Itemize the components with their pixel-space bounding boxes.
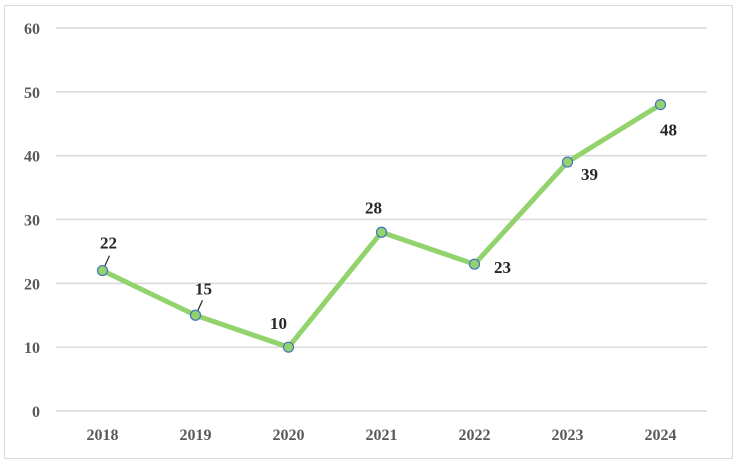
leader-line-2019: [196, 300, 204, 312]
x-tick-labels: 2018 2019 2020 2021 2022 2023 2024: [87, 427, 677, 444]
y-tick-label: 50: [24, 85, 40, 102]
series-polyline: [100, 102, 663, 350]
leader-line-2018: [103, 255, 111, 267]
chart-frame: [4, 5, 733, 459]
data-label-2023: 39: [581, 165, 598, 184]
data-point-2023: [561, 156, 574, 168]
y-tick-label: 20: [24, 276, 40, 293]
x-tick-label: 2021: [366, 427, 398, 444]
x-tick-label: 2023: [552, 427, 584, 444]
data-label-2020: 10: [270, 314, 287, 333]
data-label-2022: 23: [494, 258, 511, 277]
data-labels: 22 15 10 28 23 39 48: [100, 121, 677, 334]
y-tick-label: 60: [24, 21, 40, 38]
y-tick-label: 30: [24, 213, 40, 230]
series-line: [100, 102, 663, 350]
data-points: [96, 98, 667, 353]
y-tick-label: 10: [24, 340, 40, 357]
data-label-2019: 15: [195, 279, 212, 298]
data-point-2018: [96, 264, 109, 277]
data-label-2018: 22: [100, 234, 117, 253]
data-label-2024: 48: [660, 121, 677, 140]
data-point-2019: [189, 309, 202, 321]
y-tick-label: 40: [24, 149, 40, 166]
data-point-2024: [654, 98, 667, 111]
x-tick-label: 2018: [87, 427, 119, 444]
data-point-2022: [468, 258, 481, 270]
x-tick-label: 2020: [273, 427, 305, 444]
data-point-2021: [375, 226, 388, 238]
data-label-2021: 28: [365, 198, 382, 217]
y-tick-labels: 0 10 20 30 40 50 60: [24, 21, 40, 421]
x-tick-label: 2019: [180, 427, 212, 444]
y-tick-label: 0: [32, 404, 40, 421]
data-point-2020: [282, 341, 295, 353]
gridlines: [56, 27, 707, 348]
label-leader-lines: [103, 255, 204, 312]
x-tick-label: 2024: [645, 427, 677, 444]
x-tick-label: 2022: [459, 427, 491, 444]
